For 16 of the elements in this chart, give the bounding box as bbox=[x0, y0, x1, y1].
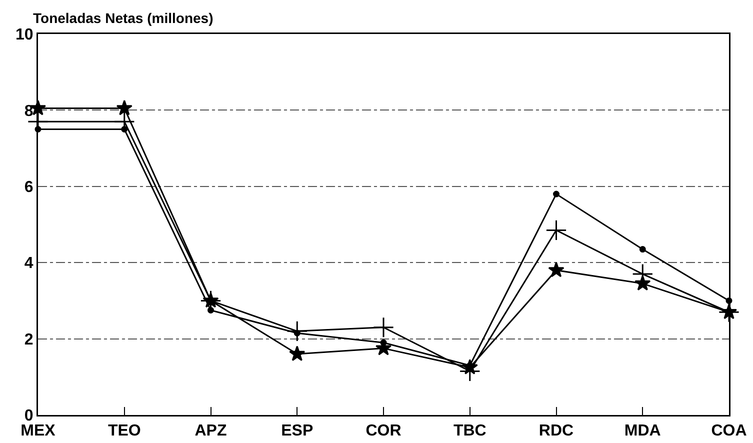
x-tick-label: TEO bbox=[108, 422, 141, 440]
y-tick-label: 4 bbox=[24, 255, 34, 272]
y-axis-title: Toneladas Netas (millones) bbox=[33, 10, 214, 26]
x-tick-label: APZ bbox=[194, 422, 227, 440]
x-tick-label: RDC bbox=[538, 422, 574, 440]
y-tick-label: 6 bbox=[24, 179, 34, 196]
x-tick-label: COA bbox=[711, 422, 748, 440]
x-tick-label: TBC bbox=[453, 422, 487, 440]
x-tick-label: MEX bbox=[20, 422, 56, 440]
x-tick-label: MDA bbox=[624, 422, 662, 440]
y-tick-label: 0 bbox=[24, 408, 34, 425]
x-tick-label: COR bbox=[366, 422, 402, 440]
y-tick-label: 10 bbox=[16, 26, 34, 44]
y-tick-label: 8 bbox=[24, 102, 34, 120]
x-tick-label: ESP bbox=[281, 422, 314, 440]
y-tick-label: 2 bbox=[24, 331, 34, 348]
